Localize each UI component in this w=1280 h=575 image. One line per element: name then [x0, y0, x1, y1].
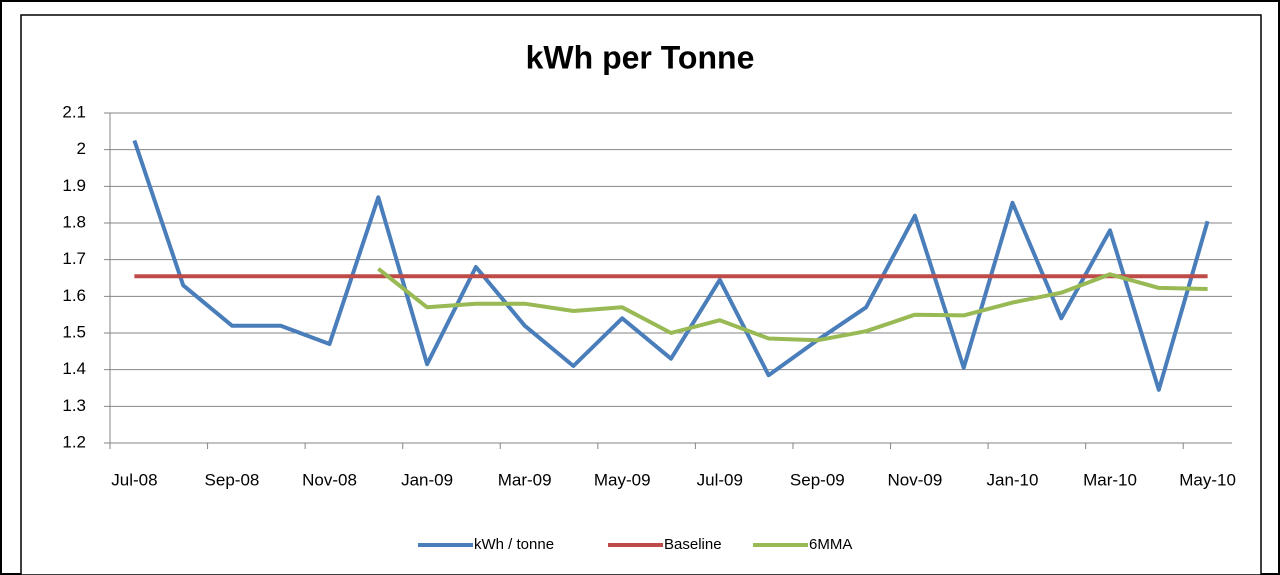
- y-tick-label: 1.6: [62, 286, 86, 305]
- y-tick-label: 2: [77, 139, 86, 158]
- series-line: [377, 267, 1208, 343]
- x-tick-label: Sep-08: [205, 470, 260, 489]
- y-tick-label: 1.3: [62, 396, 86, 415]
- x-tick-label: Jan-09: [401, 470, 453, 489]
- x-tick-label: Jan-10: [986, 470, 1038, 489]
- y-tick-label: 1.2: [62, 432, 86, 451]
- y-tick-label: 1.7: [62, 249, 86, 268]
- series-line: [132, 139, 1210, 392]
- x-tick-label: Nov-08: [302, 470, 357, 489]
- y-tick-label: 1.4: [62, 359, 86, 378]
- y-tick-label: 1.9: [62, 176, 86, 195]
- legend-label: 6MMA: [809, 536, 852, 553]
- x-tick-label: Jul-09: [697, 470, 743, 489]
- x-tick-label: Nov-09: [888, 470, 943, 489]
- x-tick-label: Mar-10: [1083, 470, 1137, 489]
- legend-label: Baseline: [664, 536, 722, 553]
- y-tick-label: 1.5: [62, 322, 86, 341]
- x-tick-label: May-10: [1179, 470, 1236, 489]
- chart-title: kWh per Tonne: [526, 39, 755, 75]
- x-tick-label: Mar-09: [498, 470, 552, 489]
- x-tick-label: May-09: [594, 470, 651, 489]
- x-tick-label: Jul-08: [111, 470, 157, 489]
- y-tick-label: 1.8: [62, 212, 86, 231]
- y-tick-label: 2.1: [62, 102, 86, 121]
- x-tick-label: Sep-09: [790, 470, 845, 489]
- legend-label: kWh / tonne: [474, 536, 554, 553]
